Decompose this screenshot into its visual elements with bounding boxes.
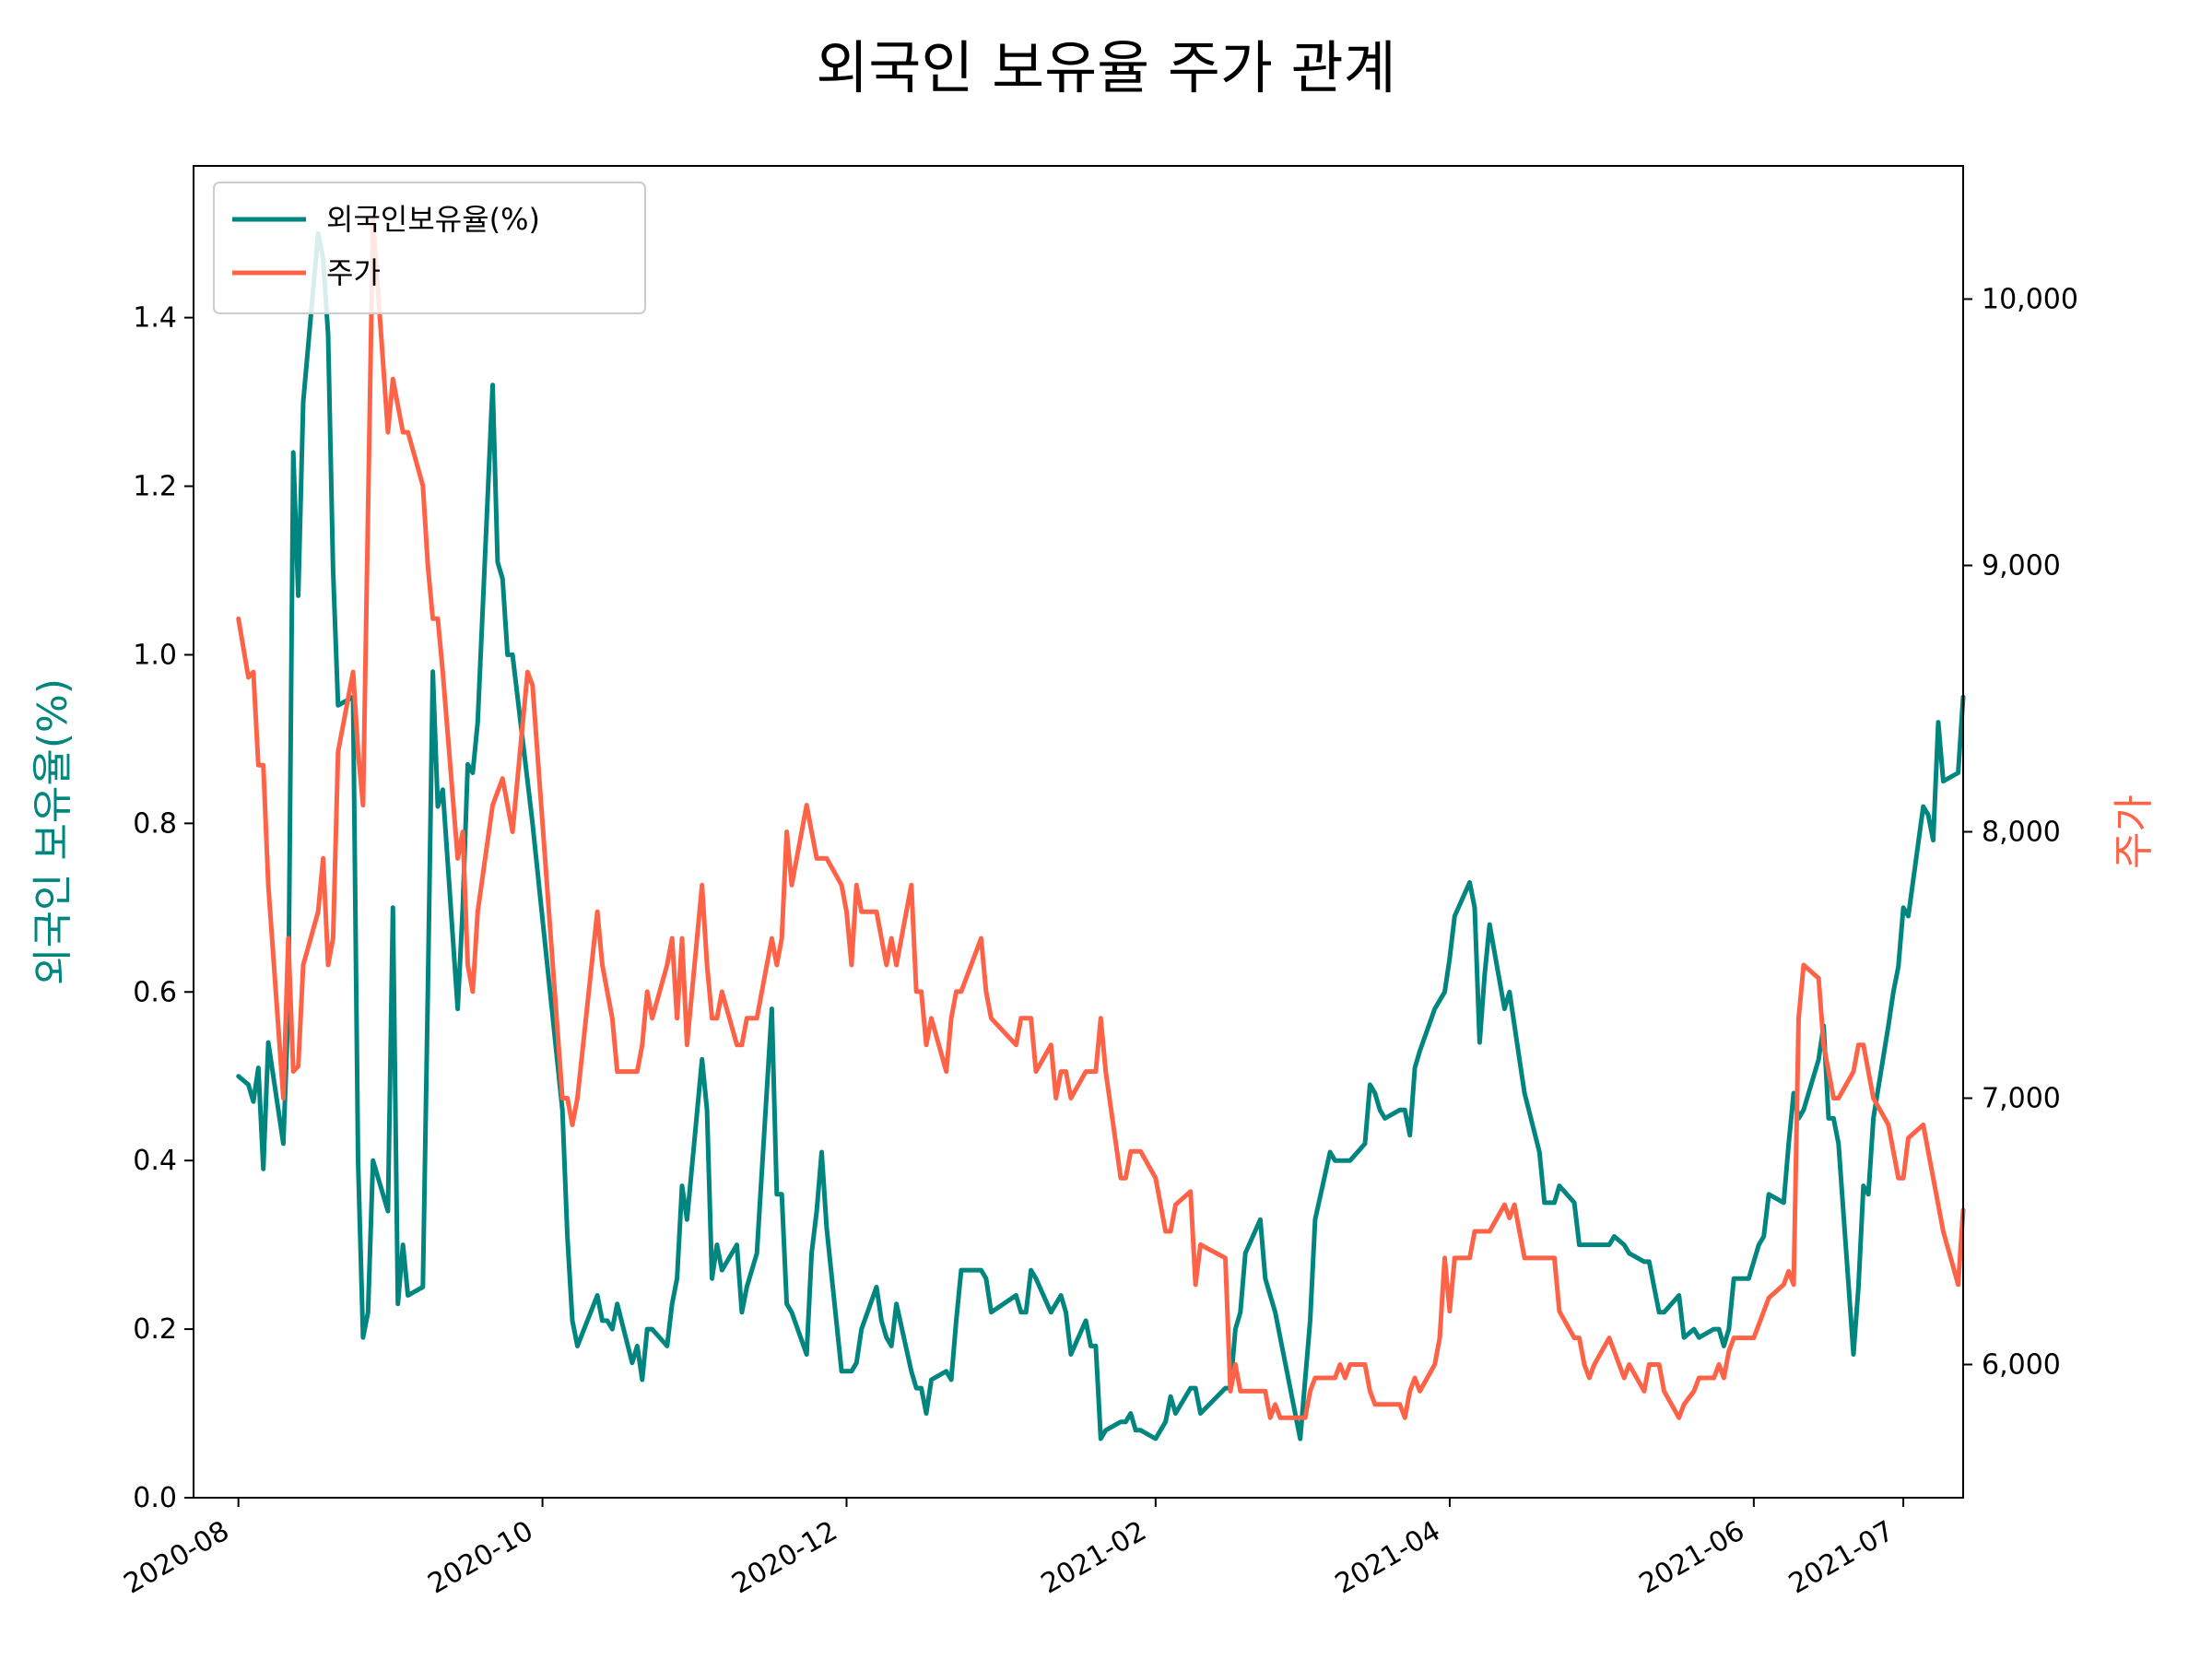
y-left-tick-label: 1.2 <box>133 471 177 503</box>
y-left-tick-label: 0.0 <box>133 1482 177 1514</box>
y-left-tick-label: 0.8 <box>133 807 177 840</box>
series-line-2 <box>236 217 1966 1420</box>
y-left-tick-label: 1.0 <box>133 639 177 671</box>
y-left-tick-label: 0.4 <box>133 1145 177 1177</box>
y-right-tick-label: 9,000 <box>1982 550 2061 582</box>
legend-label-2: 주가 <box>326 255 381 290</box>
y-right-tick-label: 6,000 <box>1982 1349 2061 1382</box>
legend-label-1: 외국인보유율(%) <box>326 202 540 237</box>
y-left-tick-label: 1.4 <box>133 302 177 335</box>
y-left-tick-label: 0.2 <box>133 1313 177 1346</box>
series-line-1 <box>236 230 1966 1441</box>
y-right-tick-label: 8,000 <box>1982 817 2061 849</box>
y-right-tick-label: 10,000 <box>1982 284 2078 316</box>
y-right-tick-label: 7,000 <box>1982 1083 2061 1115</box>
chart-title: 외국인 보유율 주가 관계 <box>816 34 1396 101</box>
y-left-axis-label: 외국인 보유율(%) <box>29 678 76 985</box>
y-left-tick-label: 0.6 <box>133 976 177 1008</box>
legend-box <box>213 182 646 314</box>
y-right-axis-label: 주가 <box>2111 794 2158 869</box>
